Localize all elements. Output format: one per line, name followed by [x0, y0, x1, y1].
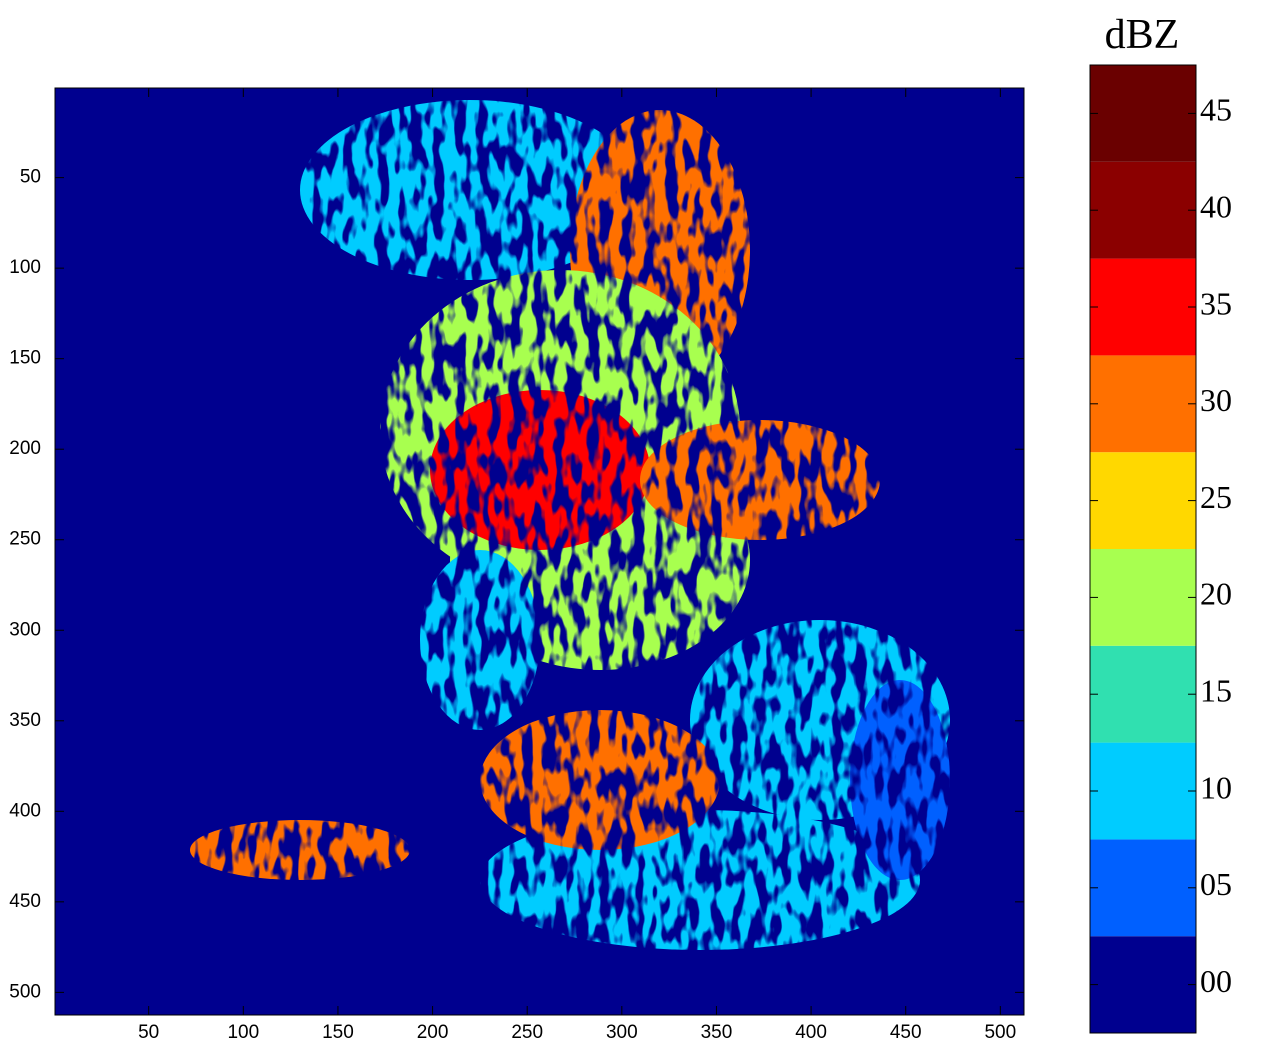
colorbar-tick-label: 10 — [1200, 769, 1232, 805]
y-tick-label: 50 — [20, 167, 41, 188]
colorbar-band — [1090, 259, 1196, 356]
y-tick-label: 500 — [9, 981, 41, 1002]
x-tick-label: 400 — [795, 1022, 827, 1043]
x-tick-label: 50 — [138, 1022, 159, 1043]
x-tick-label: 350 — [701, 1022, 733, 1043]
x-tick-label: 450 — [890, 1022, 922, 1043]
chart: dBZ 501001502002503003504004505005010015… — [0, 0, 1266, 1045]
x-tick-label: 150 — [322, 1022, 354, 1043]
colorbar-band — [1090, 839, 1196, 936]
colorbar-band — [1090, 65, 1196, 162]
colorbar-band — [1090, 743, 1196, 840]
colorbar-band — [1090, 936, 1196, 1033]
colorbar-tick-label: 45 — [1200, 92, 1232, 128]
x-tick-label: 300 — [606, 1022, 638, 1043]
colorbar-band — [1090, 355, 1196, 452]
colorbar-tick-label: 35 — [1200, 285, 1232, 321]
y-tick-label: 400 — [9, 800, 41, 821]
x-tick-label: 500 — [984, 1022, 1016, 1043]
y-tick-label: 150 — [9, 348, 41, 369]
x-tick-label: 250 — [511, 1022, 543, 1043]
colorbar-tick-label: 20 — [1200, 576, 1232, 612]
colorbar-tick-label: 25 — [1200, 479, 1232, 515]
colorbar-tick-label: 40 — [1200, 189, 1232, 225]
x-tick-label: 200 — [417, 1022, 449, 1043]
y-tick-label: 450 — [9, 891, 41, 912]
colorbar-tick-label: 00 — [1200, 963, 1232, 999]
y-tick-label: 250 — [9, 529, 41, 550]
colorbar-title: dBZ — [1105, 12, 1180, 58]
x-tick-label: 100 — [227, 1022, 259, 1043]
y-tick-label: 200 — [9, 438, 41, 459]
colorbar-band — [1090, 162, 1196, 259]
colorbar-band — [1090, 549, 1196, 646]
y-tick-label: 300 — [9, 619, 41, 640]
colorbar-band — [1090, 646, 1196, 743]
colorbar-tick-label: 15 — [1200, 673, 1232, 709]
colorbar-tick-label: 05 — [1200, 866, 1232, 902]
colorbar-tick-label: 30 — [1200, 382, 1232, 418]
y-tick-label: 100 — [9, 257, 41, 278]
y-tick-label: 350 — [9, 710, 41, 731]
colorbar-band — [1090, 452, 1196, 549]
